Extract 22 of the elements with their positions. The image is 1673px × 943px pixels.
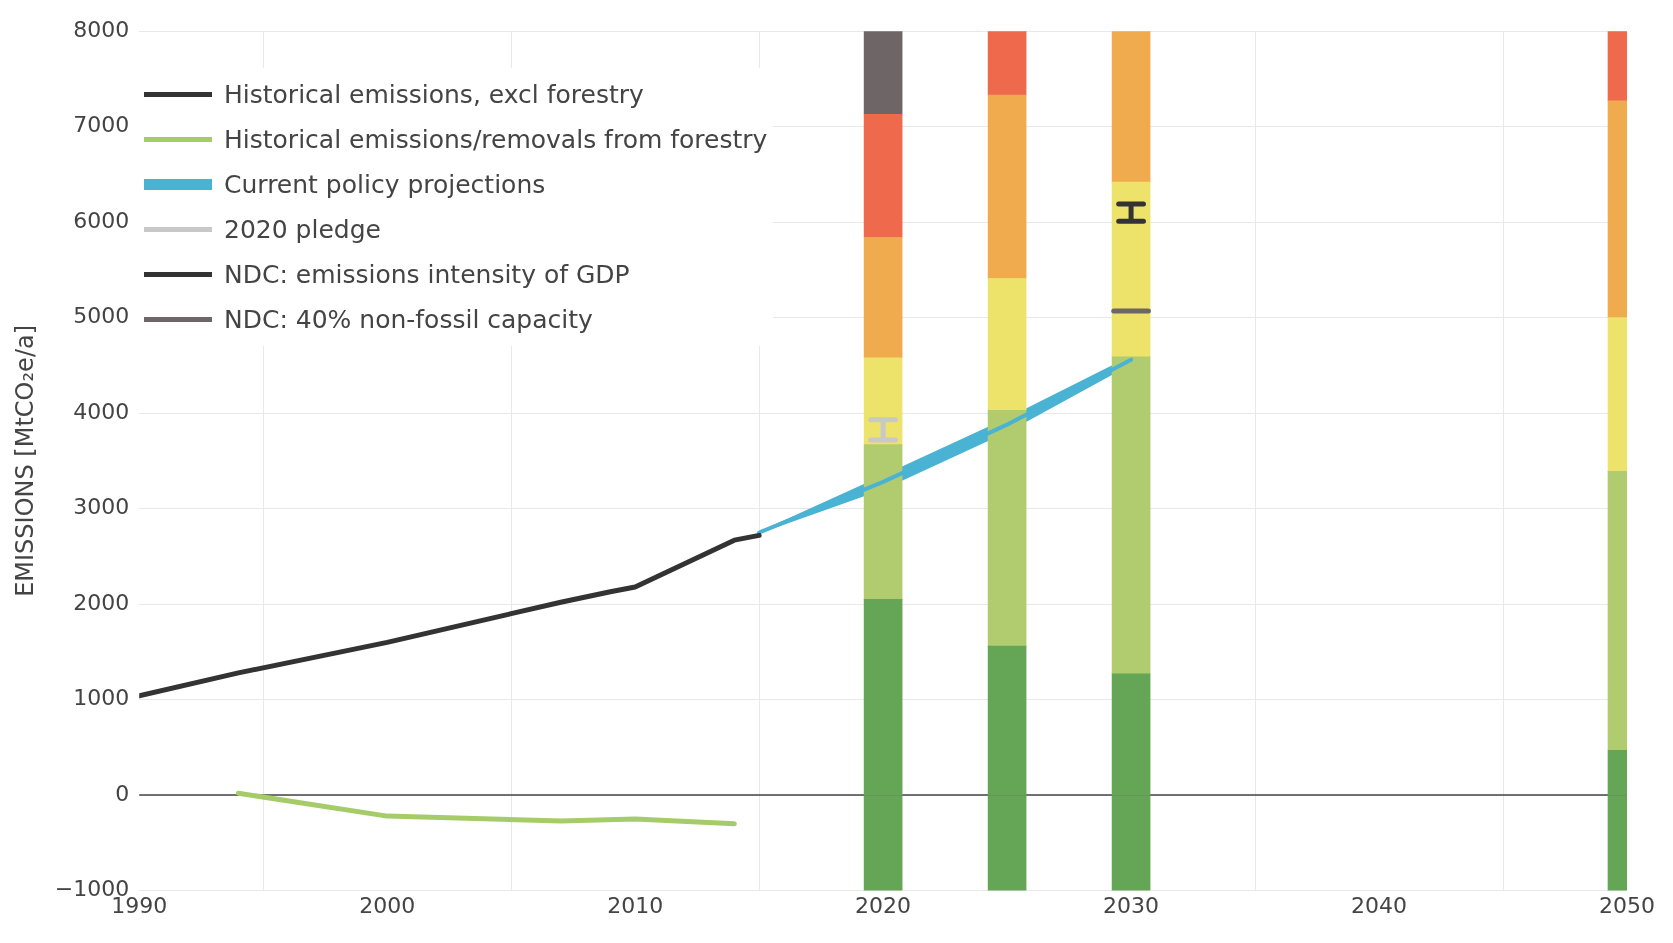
x-tick-label: 2050: [1599, 892, 1656, 918]
y-tick-label: 1000: [73, 685, 130, 711]
legend-label: NDC: emissions intensity of GDP: [224, 260, 630, 289]
legend-label: 2020 pledge: [224, 215, 381, 244]
x-tick-label: 2000: [359, 892, 416, 918]
y-tick-label: 6000: [73, 207, 130, 233]
x-tick-label: 2020: [855, 892, 912, 918]
x-tick-label: 2030: [1103, 892, 1160, 918]
y-tick-label: 4000: [73, 398, 130, 424]
y-tick-label: 2000: [73, 589, 130, 615]
y-tick-label: 3000: [73, 494, 130, 520]
legend-label: Historical emissions/removals from forestry: [224, 125, 768, 154]
y-tick-label: 5000: [73, 303, 130, 329]
legend-label: Current policy projections: [224, 170, 546, 199]
y-tick-label: 7000: [73, 112, 130, 138]
x-tick-label: 2010: [607, 892, 664, 918]
y-axis-title: EMISSIONS [MtCO₂e/a]: [10, 324, 39, 597]
legend-label: NDC: 40% non-fossil capacity: [224, 305, 593, 334]
legend-label: Historical emissions, excl forestry: [224, 80, 644, 109]
y-tick-label: 0: [115, 780, 130, 806]
y-tick-label: 8000: [73, 16, 130, 42]
x-tick-label: 2040: [1351, 892, 1408, 918]
